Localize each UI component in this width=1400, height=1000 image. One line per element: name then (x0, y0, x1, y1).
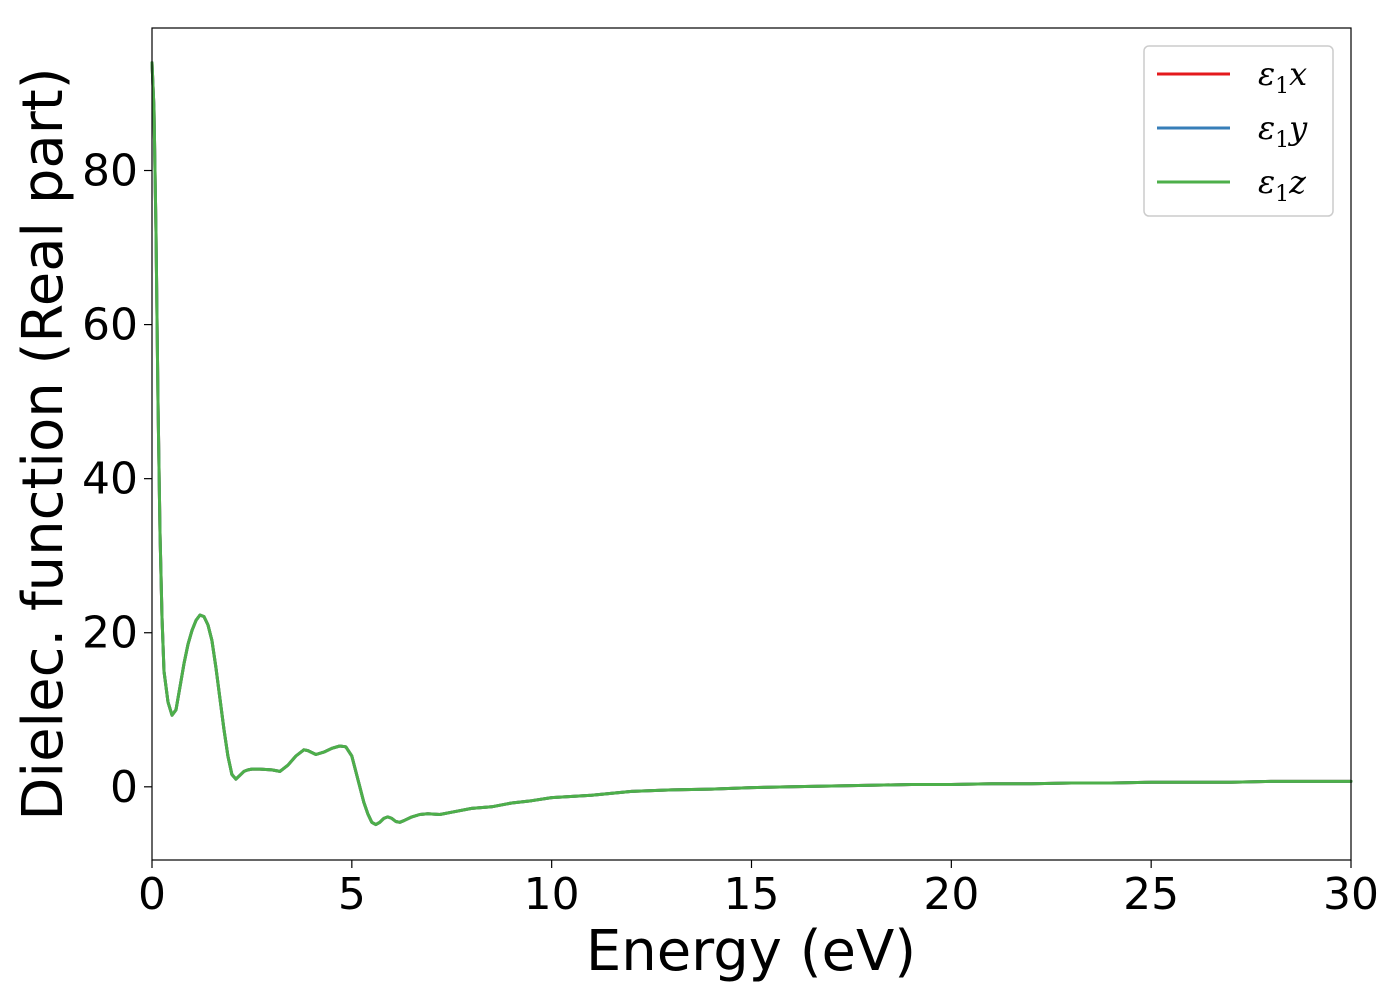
x-tick-label: 15 (724, 869, 780, 920)
legend: ε1x ε1y ε1z (1143, 45, 1334, 217)
y-axis-title: Dielec. function (Real part) (11, 67, 76, 820)
x-tick-label: 25 (1123, 869, 1179, 920)
x-tick-label: 5 (338, 869, 366, 920)
series-line-3 (150, 61, 1353, 827)
y-axis: 0 20 40 60 80 (82, 146, 152, 813)
legend-box (1143, 45, 1334, 217)
legend-label-2: ε1y (1258, 109, 1308, 153)
y-tick-label: 60 (82, 300, 138, 351)
y-tick-label: 40 (82, 454, 138, 505)
x-tick-label: 10 (524, 869, 580, 920)
x-tick-label: 0 (138, 869, 166, 920)
series-layer (150, 61, 1353, 827)
y-tick-label: 80 (82, 146, 138, 197)
legend-label-1: ε1x (1258, 55, 1307, 99)
x-axis-title: Energy (eV) (586, 919, 916, 984)
y-tick-label: 20 (82, 608, 138, 659)
x-axis: 0 5 10 15 20 25 30 (138, 860, 1379, 920)
x-tick-label: 20 (923, 869, 979, 920)
x-tick-label: 30 (1323, 869, 1379, 920)
legend-label-3: ε1z (1258, 163, 1307, 207)
y-tick-label: 0 (110, 762, 138, 813)
